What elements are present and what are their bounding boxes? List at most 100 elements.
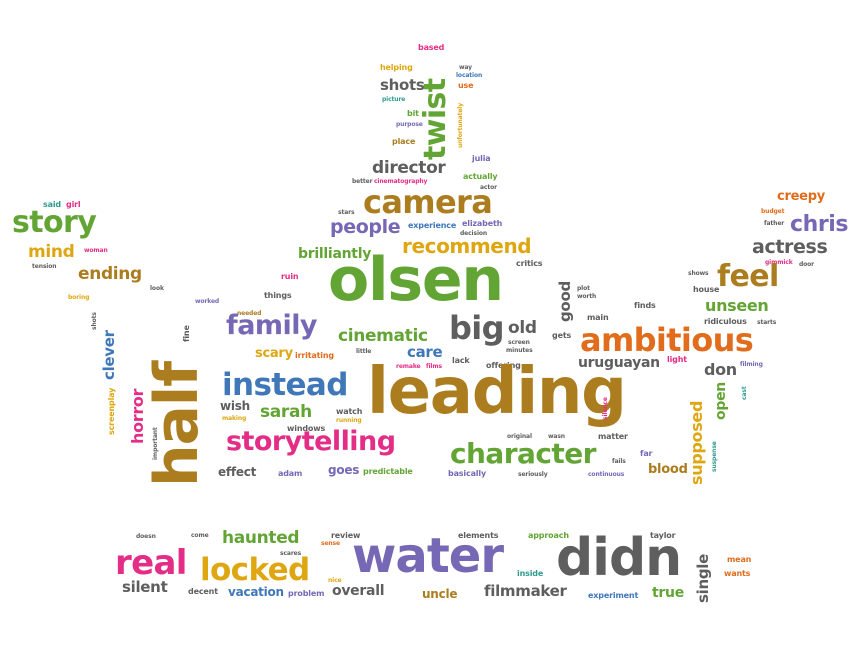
word: good: [556, 281, 574, 322]
word: cast: [741, 386, 748, 400]
word: camera: [363, 183, 493, 221]
word: far: [640, 449, 653, 458]
word: fails: [612, 458, 626, 465]
word: things: [264, 291, 292, 300]
word: suspense: [711, 441, 718, 472]
word: lack: [452, 356, 470, 365]
word: people: [330, 216, 401, 238]
word: unseen: [705, 296, 769, 315]
word: silent: [122, 578, 168, 596]
word: finds: [634, 301, 656, 310]
word: decent: [188, 587, 218, 596]
word: better: [352, 178, 373, 185]
word: director: [372, 158, 446, 178]
word: storytelling: [226, 426, 396, 457]
word: half: [142, 361, 212, 487]
word: place: [392, 137, 416, 146]
word: woman: [84, 247, 108, 254]
word: approach: [528, 531, 569, 540]
word: adam: [278, 469, 303, 478]
word: elements: [458, 531, 499, 540]
word: continuous: [588, 471, 625, 478]
word: filmmaker: [484, 582, 567, 600]
word: based: [418, 43, 445, 52]
word: ambitious: [580, 321, 754, 359]
word: critics: [516, 259, 543, 268]
word: light: [667, 355, 687, 364]
word: olsen: [328, 245, 504, 315]
word: taylor: [650, 531, 676, 540]
word: minutes: [506, 347, 533, 354]
word: windows: [287, 424, 326, 433]
word: come: [191, 532, 209, 539]
word: plot: [577, 285, 590, 292]
word: uruguayan: [578, 355, 660, 371]
word: running: [336, 417, 362, 424]
word: don: [704, 360, 737, 379]
word: didn: [556, 528, 682, 588]
word: important: [152, 427, 159, 460]
word: instead: [222, 367, 348, 403]
word: mind: [28, 242, 75, 262]
word: offering: [486, 361, 521, 370]
word: girl: [66, 200, 81, 209]
word: little: [356, 348, 372, 355]
word: cinematography: [374, 178, 428, 185]
word: main: [587, 313, 609, 322]
word: creepy: [777, 189, 825, 204]
word: leading: [367, 355, 627, 429]
word: care: [407, 343, 443, 361]
word: said: [43, 200, 61, 209]
word: twist: [418, 78, 453, 160]
word: shows: [688, 270, 709, 277]
word: ridiculous: [704, 317, 747, 326]
word: uncle: [422, 587, 458, 601]
word: single: [694, 553, 712, 603]
word: shots: [91, 312, 98, 330]
word: helping: [380, 63, 413, 72]
word: scary: [255, 346, 293, 361]
word: tension: [32, 263, 57, 270]
word: worth: [577, 293, 597, 300]
word: problem: [288, 589, 325, 598]
word: actor: [480, 184, 497, 191]
word: matter: [598, 432, 628, 441]
word: ruin: [281, 272, 299, 281]
word: vacation: [228, 585, 284, 599]
word: bit: [407, 109, 419, 118]
word: julia: [472, 154, 491, 163]
word: mean: [727, 555, 752, 564]
word: wasn: [548, 433, 565, 440]
word: clever: [100, 330, 118, 380]
word: location: [456, 72, 483, 79]
word: screenplay: [107, 387, 116, 435]
word: locked: [200, 552, 310, 588]
word: door: [799, 261, 815, 268]
word: story: [12, 205, 97, 240]
word: big: [449, 309, 505, 347]
word: gets: [552, 331, 572, 340]
word: way: [459, 64, 472, 71]
word: ending: [78, 264, 142, 284]
word: scares: [280, 550, 302, 557]
word: picture: [382, 96, 406, 103]
word: recommend: [402, 234, 532, 258]
word: look: [150, 285, 164, 292]
word: supposed: [687, 400, 706, 485]
word: fine: [182, 325, 191, 342]
word: needed: [237, 310, 262, 317]
word: family: [226, 310, 318, 341]
word: father: [764, 220, 785, 227]
word: actress: [752, 236, 828, 258]
word: real: [115, 543, 187, 583]
word: brilliantly: [298, 246, 372, 262]
word: stars: [338, 209, 355, 216]
word: old: [508, 318, 537, 338]
word: true: [652, 585, 684, 601]
word: watch: [336, 407, 363, 416]
word: cinematic: [338, 326, 428, 346]
word: basically: [448, 469, 487, 478]
word: silence: [602, 397, 609, 420]
word: gimmick: [765, 259, 793, 266]
